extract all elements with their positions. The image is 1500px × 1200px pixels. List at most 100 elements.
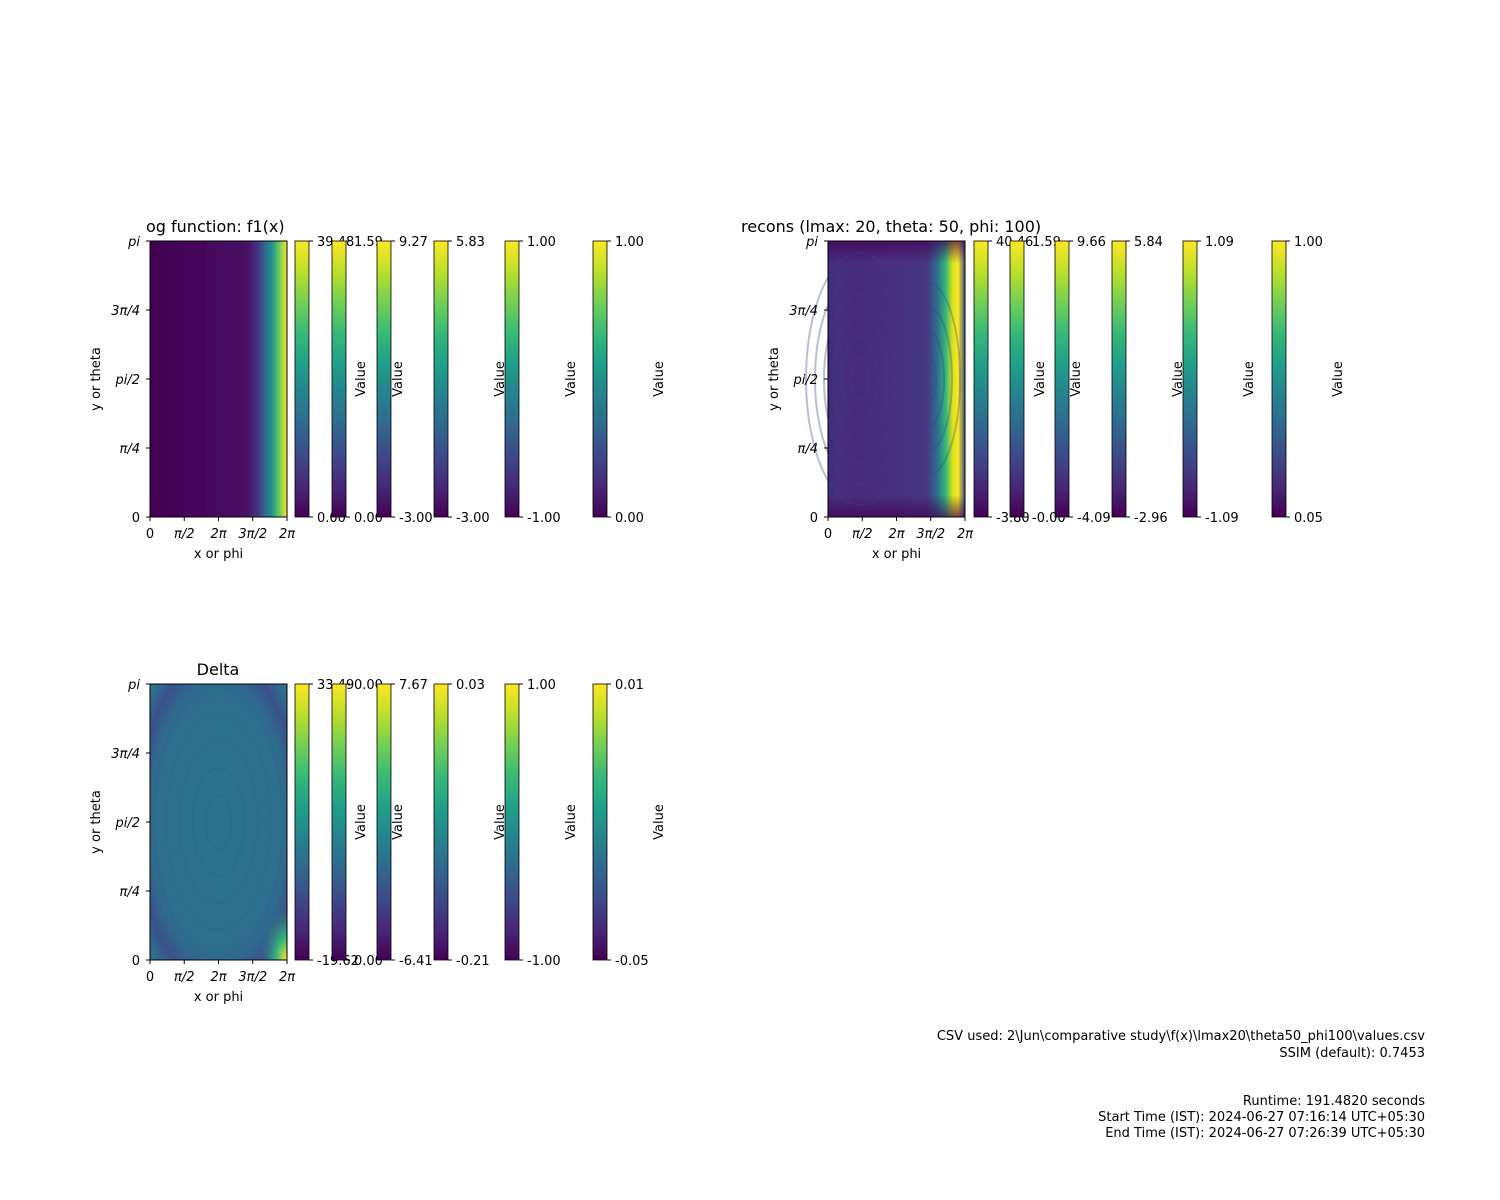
contour-ring: [919, 354, 937, 404]
colorbar-min: 0.00: [615, 511, 644, 526]
colorbar-max: 1.59: [354, 235, 383, 250]
footer-end: End Time (IST): 2024-06-27 07:26:39 UTC+…: [1105, 1126, 1425, 1141]
contour-ring: [152, 686, 285, 958]
colorbar-max: 0.03: [456, 678, 485, 693]
x-tick-label: 2π: [210, 970, 226, 985]
colorbar: 1.09 -1.09 Value: [1182, 235, 1257, 526]
colorbar-min: -1.00: [527, 954, 561, 969]
colorbar-max: 0.00: [354, 678, 383, 693]
y-tick-label: pi/2: [114, 373, 140, 388]
y-tick-label: pi: [127, 678, 140, 693]
colorbar-label: Value: [564, 804, 579, 840]
y-tick-label: π/4: [798, 442, 818, 457]
colorbar-gradient: [433, 683, 449, 961]
heatmap-overlay: [828, 241, 965, 517]
panel-0: og function: f1(x) 0 π/2 2π 3π/2 2π 0 π/4 pi/2 3π…: [89, 217, 667, 562]
colorbar-gradient: [1054, 240, 1070, 518]
x-tick-label: π/2: [852, 527, 872, 542]
colorbar-gradient: [504, 240, 520, 518]
y-tick-label: pi: [805, 235, 818, 250]
panel-1: recons (lmax: 20, theta: 50, phi: 100) 0 π…: [741, 217, 1346, 562]
contour-ring: [165, 713, 272, 931]
heatmap-0: [150, 241, 287, 517]
contour-ring: [850, 357, 870, 401]
colorbar-min: -2.96: [1134, 511, 1168, 526]
x-axis-label: x or phi: [872, 547, 921, 562]
colorbar-label: Value: [493, 804, 508, 840]
colorbar-label: Value: [354, 361, 369, 397]
colorbar-min: -3.00: [399, 511, 433, 526]
y-tick-label: pi/2: [114, 816, 140, 831]
x-tick-label: π/2: [174, 970, 194, 985]
colorbar-gradient: [433, 240, 449, 518]
x-tick-label: 0: [146, 970, 154, 985]
colorbar-max: 9.27: [399, 235, 428, 250]
colorbar-min: -0.05: [615, 954, 649, 969]
colorbar: 0.03 -0.21 Value: [433, 678, 508, 969]
contour-ring: [841, 336, 879, 422]
colorbar-label: Value: [1331, 361, 1346, 397]
colorbar-min: -1.09: [1205, 511, 1239, 526]
colorbar-gradient: [1182, 240, 1198, 518]
colorbar-label: Value: [652, 361, 667, 397]
colorbar-gradient: [973, 240, 989, 518]
colorbar-gradient: [592, 240, 608, 518]
colorbar-gradient: [294, 240, 310, 518]
footer-ssim: SSIM (default): 0.7453: [1279, 1046, 1425, 1061]
contour-ring: [832, 315, 888, 443]
colorbar-gradient: [1111, 240, 1127, 518]
contour-ring: [903, 306, 953, 452]
y-tick-label: π/4: [120, 442, 140, 457]
panel-title: og function: f1(x): [146, 217, 285, 236]
x-tick-label: 2π: [210, 527, 226, 542]
colorbar-max: 1.00: [1294, 235, 1323, 250]
x-axis-label: x or phi: [194, 547, 243, 562]
colorbar-gradient: [592, 683, 608, 961]
x-tick-label: 0: [146, 527, 154, 542]
colorbar-max: 0.01: [615, 678, 644, 693]
y-axis-label: y or theta: [89, 347, 104, 411]
colorbar-min: -0.21: [456, 954, 490, 969]
colorbar-label: Value: [1171, 361, 1186, 397]
colorbar-max: 5.84: [1134, 235, 1163, 250]
x-tick-label: 3π/2: [916, 527, 945, 542]
y-tick-label: pi/2: [792, 373, 818, 388]
x-tick-label: 2π: [957, 527, 973, 542]
colorbar-label: Value: [652, 804, 667, 840]
heatmap-corner: [150, 684, 287, 960]
colorbar: 1.59 0.00 Value: [331, 235, 406, 526]
contour-ring: [204, 794, 233, 850]
y-tick-label: pi: [127, 235, 140, 250]
colorbar-gradient: [376, 683, 392, 961]
contour-ring: [895, 282, 961, 476]
colorbar-min: -3.00: [456, 511, 490, 526]
colorbar-gradient: [1271, 240, 1287, 518]
colorbar-label: Value: [564, 361, 579, 397]
colorbar-max: 7.67: [399, 678, 428, 693]
colorbar-min: 0.05: [1294, 511, 1323, 526]
footer-start: Start Time (IST): 2024-06-27 07:16:14 UT…: [1098, 1110, 1425, 1125]
colorbar-min: -1.00: [527, 511, 561, 526]
x-tick-label: 3π/2: [238, 970, 267, 985]
footer-runtime: Runtime: 191.4820 seconds: [1243, 1094, 1425, 1109]
y-axis-label: y or theta: [767, 347, 782, 411]
y-tick-label: 0: [810, 511, 818, 526]
x-tick-label: 2π: [888, 527, 904, 542]
colorbar-gradient: [504, 683, 520, 961]
colorbar: 0.01 -0.05 Value: [592, 678, 667, 969]
colorbar-gradient: [294, 683, 310, 961]
colorbar-max: 9.66: [1077, 235, 1106, 250]
footer-csv: CSV used: 2\Jun\comparative study\f(x)\l…: [937, 1029, 1425, 1044]
colorbar: 1.00 -1.00 Value: [504, 235, 579, 526]
contour-ring: [178, 740, 259, 904]
colorbar-min: -4.09: [1077, 511, 1111, 526]
colorbar-label: Value: [1033, 361, 1048, 397]
colorbar-label: Value: [1069, 361, 1084, 397]
x-tick-label: 0: [824, 527, 832, 542]
colorbar-label: Value: [493, 361, 508, 397]
contour-ring: [191, 767, 246, 877]
